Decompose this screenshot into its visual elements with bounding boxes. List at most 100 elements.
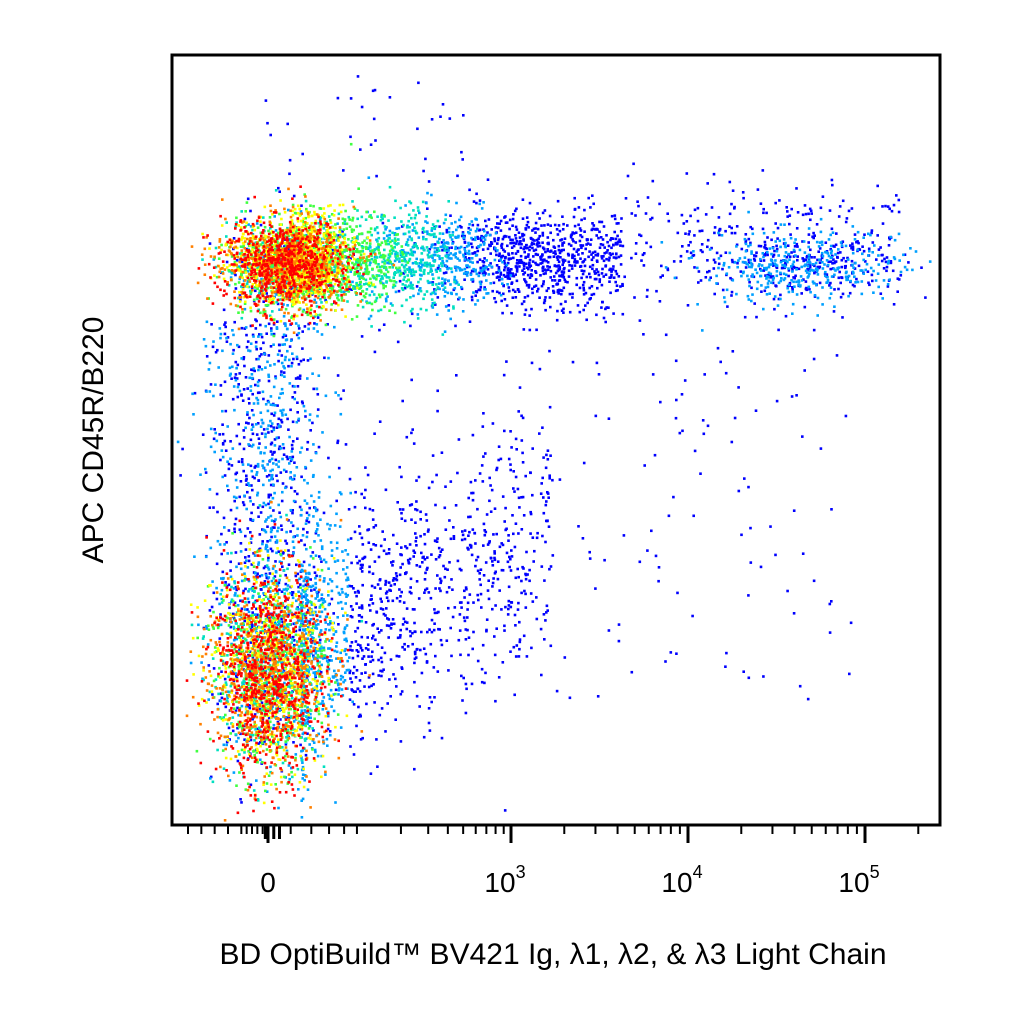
scatter-point (297, 324, 300, 328)
scatter-point (791, 263, 795, 266)
scatter-point (496, 275, 500, 279)
scatter-point (238, 648, 241, 652)
scatter-point (431, 302, 435, 305)
scatter-point (273, 404, 277, 407)
scatter-point (449, 214, 452, 217)
scatter-point (295, 355, 299, 359)
scatter-point (317, 496, 321, 499)
scatter-point (379, 587, 382, 590)
scatter-point (478, 572, 481, 575)
scatter-point (352, 587, 355, 590)
scatter-point (261, 505, 265, 509)
scatter-point (885, 265, 889, 269)
scatter-point (426, 530, 430, 533)
scatter-point (222, 308, 226, 312)
scatter-point (318, 575, 322, 578)
scatter-point (356, 75, 360, 78)
scatter-point (476, 569, 480, 573)
scatter-point (278, 445, 282, 448)
scatter-point (349, 491, 352, 495)
scatter-point (250, 428, 254, 431)
scatter-point (483, 287, 486, 291)
scatter-point (470, 257, 474, 260)
scatter-point (234, 273, 237, 277)
scatter-point (715, 274, 718, 278)
scatter-point (279, 471, 283, 474)
scatter-point (555, 318, 559, 322)
scatter-point (514, 522, 518, 525)
scatter-point (907, 261, 910, 264)
scatter-point (438, 587, 441, 590)
scatter-point (713, 231, 716, 235)
scatter-point (598, 246, 602, 249)
scatter-point (613, 214, 617, 217)
scatter-point (223, 332, 227, 336)
scatter-point (314, 301, 318, 304)
scatter-point (300, 596, 304, 600)
scatter-point (334, 391, 337, 394)
scatter-point (336, 616, 339, 619)
scatter-point (311, 475, 315, 478)
scatter-point (786, 286, 789, 290)
scatter-point (830, 249, 833, 253)
scatter-point (784, 245, 787, 249)
scatter-point (349, 537, 353, 540)
scatter-point (689, 251, 693, 255)
scatter-point (257, 515, 260, 518)
scatter-point (307, 625, 310, 629)
scatter-point (335, 541, 339, 545)
scatter-point (482, 412, 485, 415)
scatter-point (269, 395, 273, 398)
scatter-point (869, 233, 872, 237)
scatter-point (257, 563, 260, 566)
scatter-point (205, 355, 209, 358)
scatter-point (342, 568, 345, 571)
scatter-point (521, 416, 525, 420)
scatter-point (262, 300, 265, 303)
scatter-point (775, 244, 778, 248)
scatter-point (568, 264, 571, 267)
scatter-point (333, 649, 337, 653)
scatter-point (309, 618, 313, 621)
scatter-point (508, 227, 511, 231)
scatter-point (884, 260, 888, 264)
scatter-point (210, 605, 214, 609)
scatter-point (786, 284, 790, 288)
scatter-point (519, 246, 523, 250)
scatter-point (292, 622, 296, 626)
scatter-point (600, 306, 603, 309)
scatter-point (556, 258, 560, 261)
scatter-point (573, 260, 576, 264)
scatter-point (359, 148, 362, 151)
scatter-point (512, 274, 516, 278)
scatter-point (839, 251, 842, 254)
scatter-point (582, 461, 586, 465)
scatter-point (571, 254, 574, 258)
scatter-point (374, 524, 378, 527)
scatter-point (764, 274, 767, 277)
scatter-point (248, 349, 252, 353)
scatter-point (399, 595, 402, 598)
scatter-point (384, 730, 387, 733)
scatter-point (323, 600, 327, 603)
scatter-point (313, 647, 317, 651)
scatter-point (492, 281, 496, 285)
scatter-point (813, 256, 816, 259)
scatter-point (503, 262, 507, 265)
scatter-point (660, 241, 664, 244)
scatter-point (486, 231, 489, 234)
scatter-point (459, 245, 463, 249)
scatter-point (816, 273, 820, 276)
scatter-point (546, 265, 549, 268)
scatter-point (294, 322, 298, 325)
scatter-point (444, 278, 447, 281)
scatter-point (851, 248, 855, 251)
scatter-point (844, 260, 848, 263)
scatter-point (614, 269, 618, 273)
scatter-point (309, 645, 313, 648)
scatter-point (813, 264, 816, 268)
scatter-point (840, 276, 843, 279)
scatter-point (698, 229, 702, 233)
scatter-point (290, 593, 294, 597)
scatter-point (541, 476, 544, 480)
